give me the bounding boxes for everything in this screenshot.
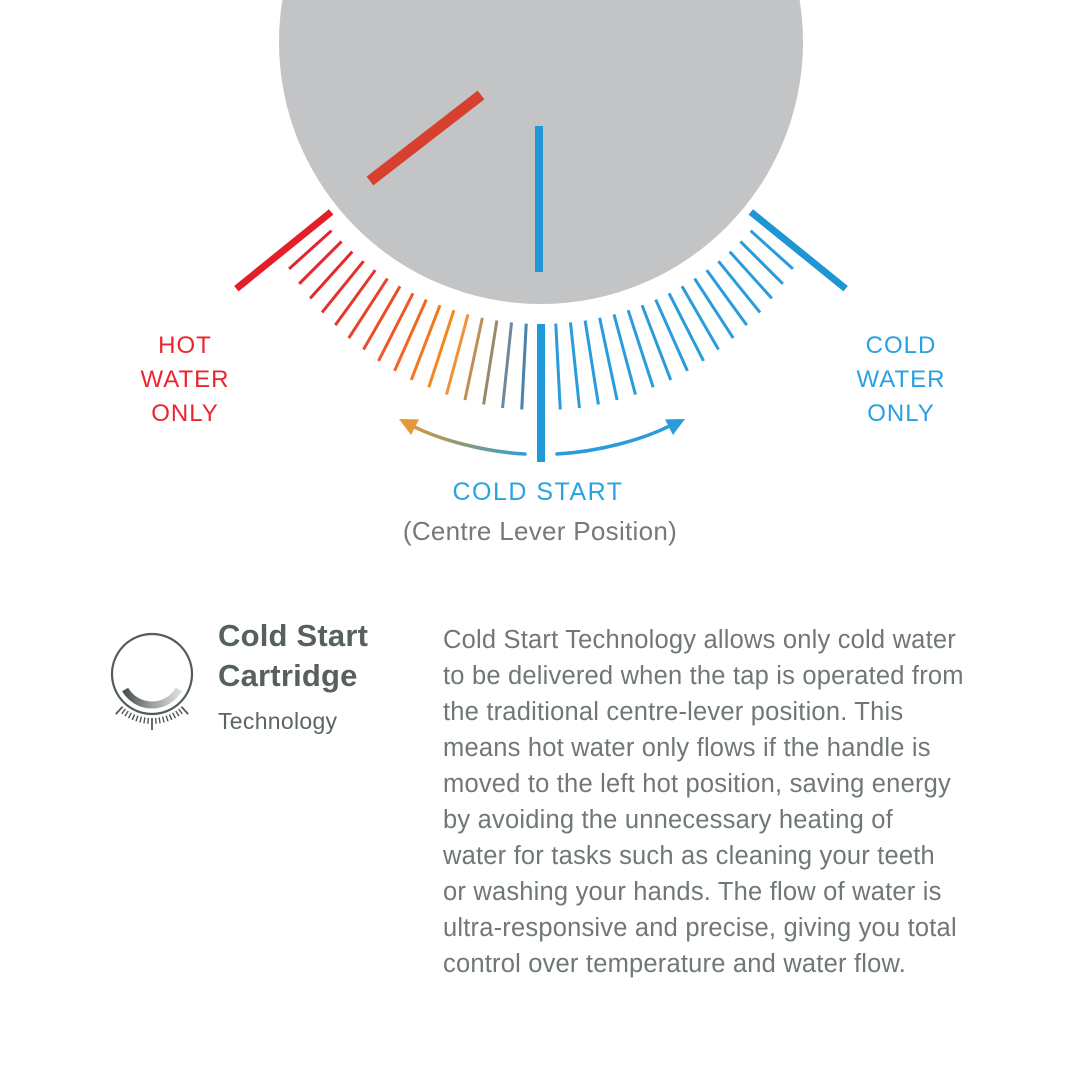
scale-tick <box>143 717 146 724</box>
scale-tick <box>554 323 562 410</box>
hot-label-line: WATER <box>140 366 230 393</box>
scale-tick <box>309 250 354 300</box>
scale-tick <box>568 322 581 409</box>
scale-tick <box>393 299 428 372</box>
scale-tick <box>739 240 784 285</box>
scale-tick <box>626 309 655 388</box>
body-line: to be delivered when the tap is operated… <box>443 662 964 690</box>
scale-tick <box>612 314 637 395</box>
scale-tick <box>654 299 689 372</box>
scale-tick <box>168 714 173 721</box>
cold-water-only-label: COLD WATER ONLY <box>806 329 996 431</box>
scale-tick <box>362 285 402 351</box>
scale-tick <box>667 292 705 362</box>
hot-label-line: HOT <box>158 332 212 359</box>
temperature-scale-ticks <box>234 209 848 462</box>
cartridge-scale-ticks <box>115 706 189 730</box>
scale-tick <box>749 229 794 270</box>
cold-label-line: ONLY <box>867 400 935 427</box>
scale-tick <box>180 706 189 715</box>
scale-tick <box>121 708 126 715</box>
scale-tick <box>158 717 161 724</box>
scale-tick <box>409 304 442 381</box>
scale-tick <box>172 712 177 719</box>
scale-tick <box>377 292 415 362</box>
scale-tick <box>520 323 528 410</box>
cold-label-line: COLD <box>865 332 937 359</box>
body-line: ultra-responsive and precise, giving you… <box>443 914 957 942</box>
scale-tick <box>347 277 389 339</box>
scale-tick <box>705 269 748 327</box>
section-title-line: Cartridge <box>218 658 358 693</box>
scale-tick <box>482 320 499 405</box>
centre-lever-position-label: (Centre Lever Position) <box>402 516 678 546</box>
cartridge-arc <box>122 687 182 709</box>
scale-tick <box>161 716 165 723</box>
arrowhead-left-icon <box>399 419 419 435</box>
section-subtitle: Technology <box>218 708 338 734</box>
cold-start-label: COLD START <box>452 478 624 506</box>
scale-tick <box>115 706 124 715</box>
arrowhead-right-icon <box>665 419 685 435</box>
cold-start-dial-diagram <box>234 0 848 462</box>
body-line: control over temperature and water flow. <box>443 950 906 978</box>
scale-tick <box>748 209 848 292</box>
scale-tick <box>334 269 377 327</box>
scale-tick <box>131 714 136 721</box>
section-title-line: Cold Start <box>218 618 369 653</box>
scale-tick <box>463 317 484 401</box>
scale-tick <box>234 209 334 292</box>
hot-lever-position-line <box>366 90 485 186</box>
body-line: or washing your hands. The flow of water… <box>443 878 942 906</box>
scale-tick <box>135 715 139 722</box>
body-line: moved to the left hot position, saving e… <box>443 770 951 798</box>
body-line: by avoiding the unnecessary heating of <box>443 806 893 834</box>
description-paragraph: Cold Start Technology allows only cold w… <box>443 622 1003 982</box>
cartridge-dial-icon <box>110 632 194 730</box>
scale-tick <box>583 320 600 405</box>
scale-tick <box>427 309 456 388</box>
scale-tick <box>139 716 143 723</box>
scale-tick <box>127 712 132 719</box>
rotate-to-cold-arrow <box>555 419 685 456</box>
rotate-to-hot-arrow <box>399 419 527 456</box>
scale-tick <box>728 250 773 300</box>
hot-label-line: ONLY <box>151 400 219 427</box>
body-line: the traditional centre-lever position. T… <box>443 698 904 726</box>
body-line: Cold Start Technology allows only cold w… <box>443 626 956 654</box>
scale-tick <box>175 710 180 717</box>
body-line: water for tasks such as cleaning your te… <box>443 842 935 870</box>
scale-tick <box>693 277 735 339</box>
scale-tick <box>717 260 762 314</box>
hot-water-only-label: HOT WATER ONLY <box>90 329 280 431</box>
cold-label-line: WATER <box>856 366 946 393</box>
scale-tick <box>178 708 183 715</box>
scale-tick <box>124 710 129 717</box>
scale-tick <box>680 285 720 351</box>
scale-tick <box>501 322 514 409</box>
section-title: Cold Start Cartridge <box>218 616 368 696</box>
body-line: means hot water only flows if the handle… <box>443 734 931 762</box>
scale-tick <box>165 715 169 722</box>
scale-tick <box>598 317 619 401</box>
scale-tick <box>640 304 673 381</box>
scale-tick <box>298 240 343 285</box>
scale-tick <box>288 229 333 270</box>
cartridge-circle <box>110 632 194 716</box>
scale-tick <box>320 260 365 314</box>
scale-tick <box>445 314 470 395</box>
